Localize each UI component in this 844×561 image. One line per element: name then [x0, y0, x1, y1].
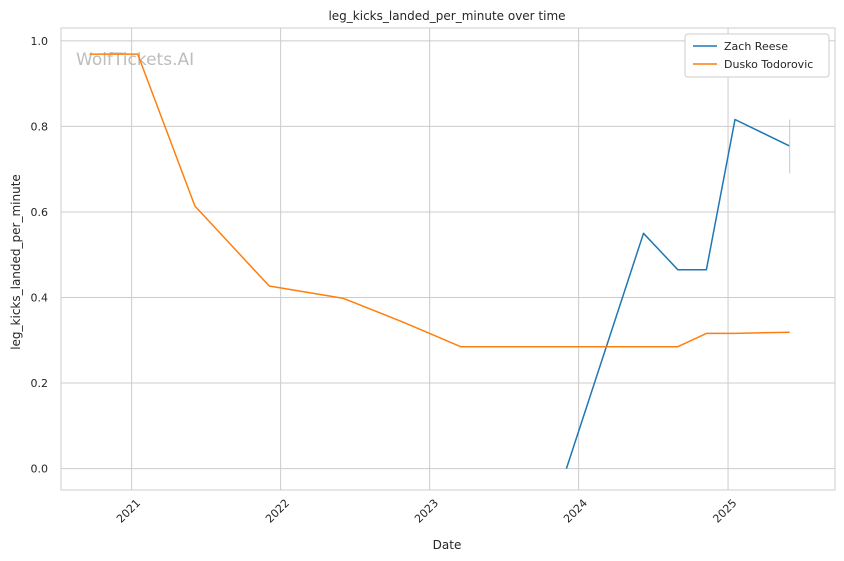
- y-tick-label: 0.8: [31, 120, 49, 133]
- series-line-zach-reese: [565, 118, 791, 469]
- y-tick-label: 0.4: [31, 292, 49, 305]
- y-tick-label: 0.6: [31, 206, 49, 219]
- chart-title: leg_kicks_landed_per_minute over time: [328, 9, 565, 23]
- x-tick-label: 2024: [561, 497, 590, 526]
- legend-label-zach-reese: Zach Reese: [724, 40, 788, 53]
- x-axis-title: Date: [433, 538, 462, 552]
- y-tick-label: 0.0: [31, 463, 49, 476]
- legend: Zach Reese Dusko Todorovic: [684, 33, 830, 78]
- legend-box: [684, 33, 830, 78]
- y-tick-label: 1.0: [31, 35, 49, 48]
- x-tick-label: 2025: [710, 497, 739, 526]
- y-tick-label: 0.2: [31, 377, 49, 390]
- x-tick-label: 2021: [114, 497, 143, 526]
- watermark: WolfTickets.AI: [76, 50, 194, 70]
- x-tick-label: 2023: [412, 497, 441, 526]
- series-line-dusko-todorovic: [89, 53, 790, 348]
- grid: [61, 28, 835, 490]
- plot-frame: [60, 27, 836, 491]
- legend-label-dusko-todorovic: Dusko Todorovic: [724, 58, 813, 71]
- axis-ticks: 0.0 0.2 0.4 0.6 0.8 1.0 2021 2022 2023 2024 2025: [31, 35, 740, 526]
- series-layer: [89, 53, 791, 469]
- x-tick-label: 2022: [263, 497, 292, 526]
- y-axis-title: leg_kicks_landed_per_minute: [9, 174, 23, 350]
